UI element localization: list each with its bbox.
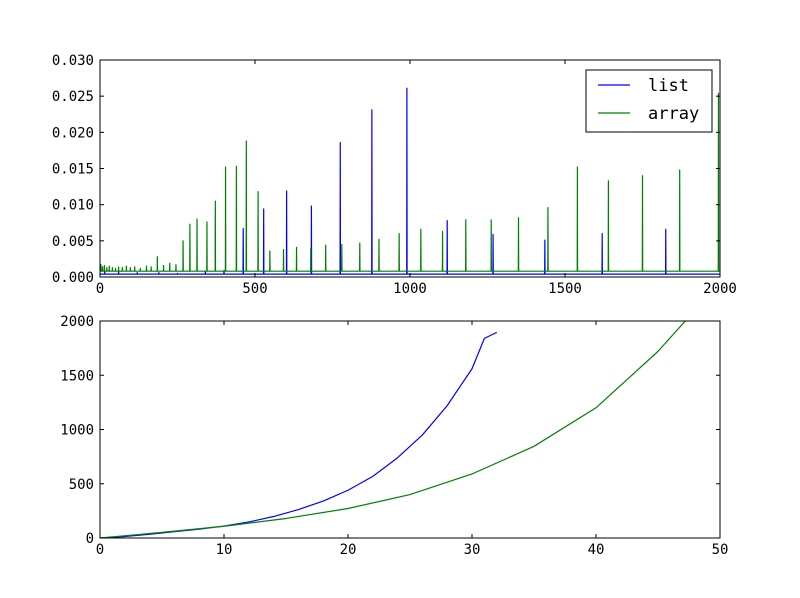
legend: list array (585, 69, 713, 133)
series-line-array (100, 321, 686, 538)
y-tick-label: 0.005 (52, 234, 94, 250)
x-tick-label: 0 (96, 281, 104, 297)
x-tick-label: 10 (216, 542, 233, 558)
x-tick-label: 2000 (703, 281, 737, 297)
series-line-list (100, 87, 720, 275)
x-tick-label: 40 (588, 542, 605, 558)
series-line-array (100, 92, 720, 272)
legend-label-array: array (648, 104, 699, 124)
y-tick-label: 1500 (60, 368, 94, 384)
x-tick-label: 0 (96, 542, 104, 558)
x-tick-label: 1500 (548, 281, 582, 297)
axes-frame (99, 320, 721, 539)
x-tick-label: 30 (464, 542, 481, 558)
y-tick-label: 1000 (60, 423, 94, 439)
legend-label-list: list (648, 76, 689, 96)
series-group (100, 87, 720, 275)
y-tick-label: 0.015 (52, 162, 94, 178)
legend-box (585, 69, 713, 133)
series-group (100, 321, 686, 538)
y-tick-label: 0.010 (52, 198, 94, 214)
y-tick-label: 0.020 (52, 125, 94, 141)
series-line-list (100, 331, 498, 538)
plot-panel-1: 0 500 1000 1500 2000 0.000 0.005 0.010 0.015 0.02… (52, 53, 737, 297)
x-tick-label: 50 (712, 542, 729, 558)
y-tick-label: 0 (86, 531, 94, 547)
y-tick-label: 500 (69, 477, 94, 493)
y-tick-label: 0.000 (52, 270, 94, 286)
x-tick-label: 20 (340, 542, 357, 558)
y-tick-label: 0.030 (52, 53, 94, 69)
y-tick-label: 0.025 (52, 89, 94, 105)
x-tick-label: 1000 (393, 281, 427, 297)
y-tick-label: 2000 (60, 314, 94, 330)
x-tick-label: 500 (242, 281, 267, 297)
